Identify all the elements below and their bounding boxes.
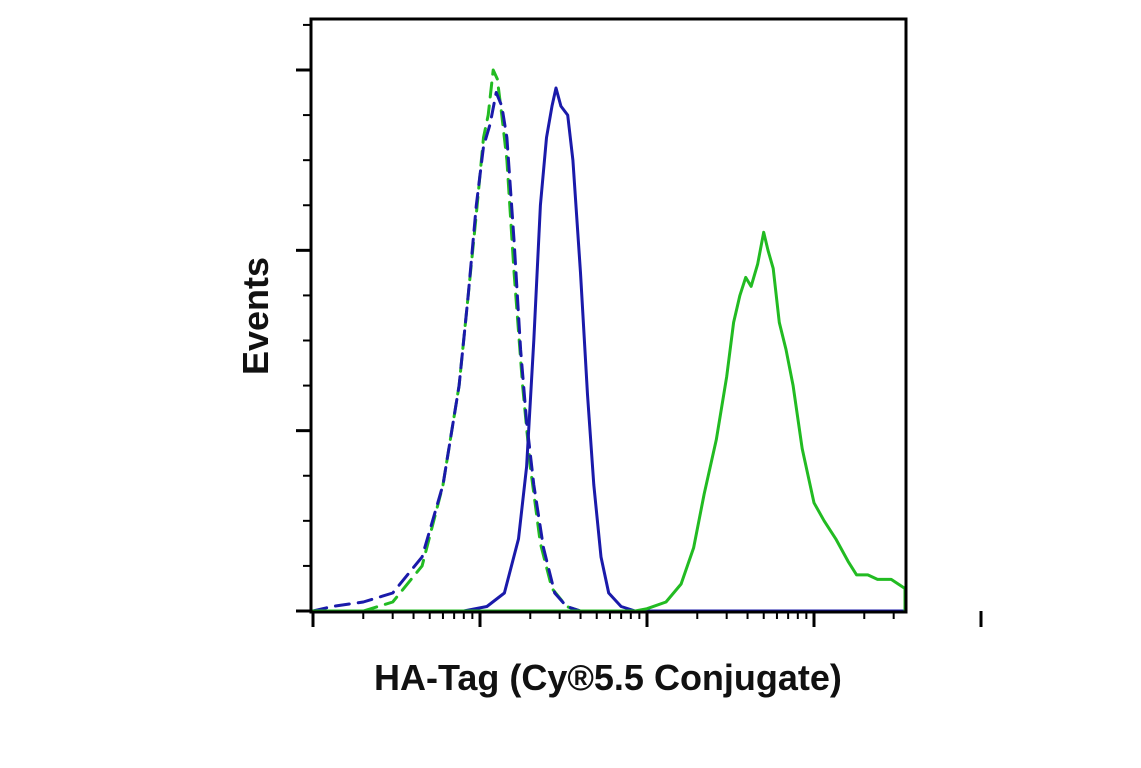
series-layer [311,68,907,613]
x-axis-label: HA-Tag (Cy®5.5 Conjugate) [374,657,842,698]
y-axis-label: Events [235,257,276,375]
histogram-series-2 [311,91,907,613]
ticks-layer [296,23,983,627]
histogram-series-4 [311,230,907,613]
histogram-series-3 [311,86,907,613]
plot-frame [309,17,908,614]
histogram-series-1 [361,68,907,613]
